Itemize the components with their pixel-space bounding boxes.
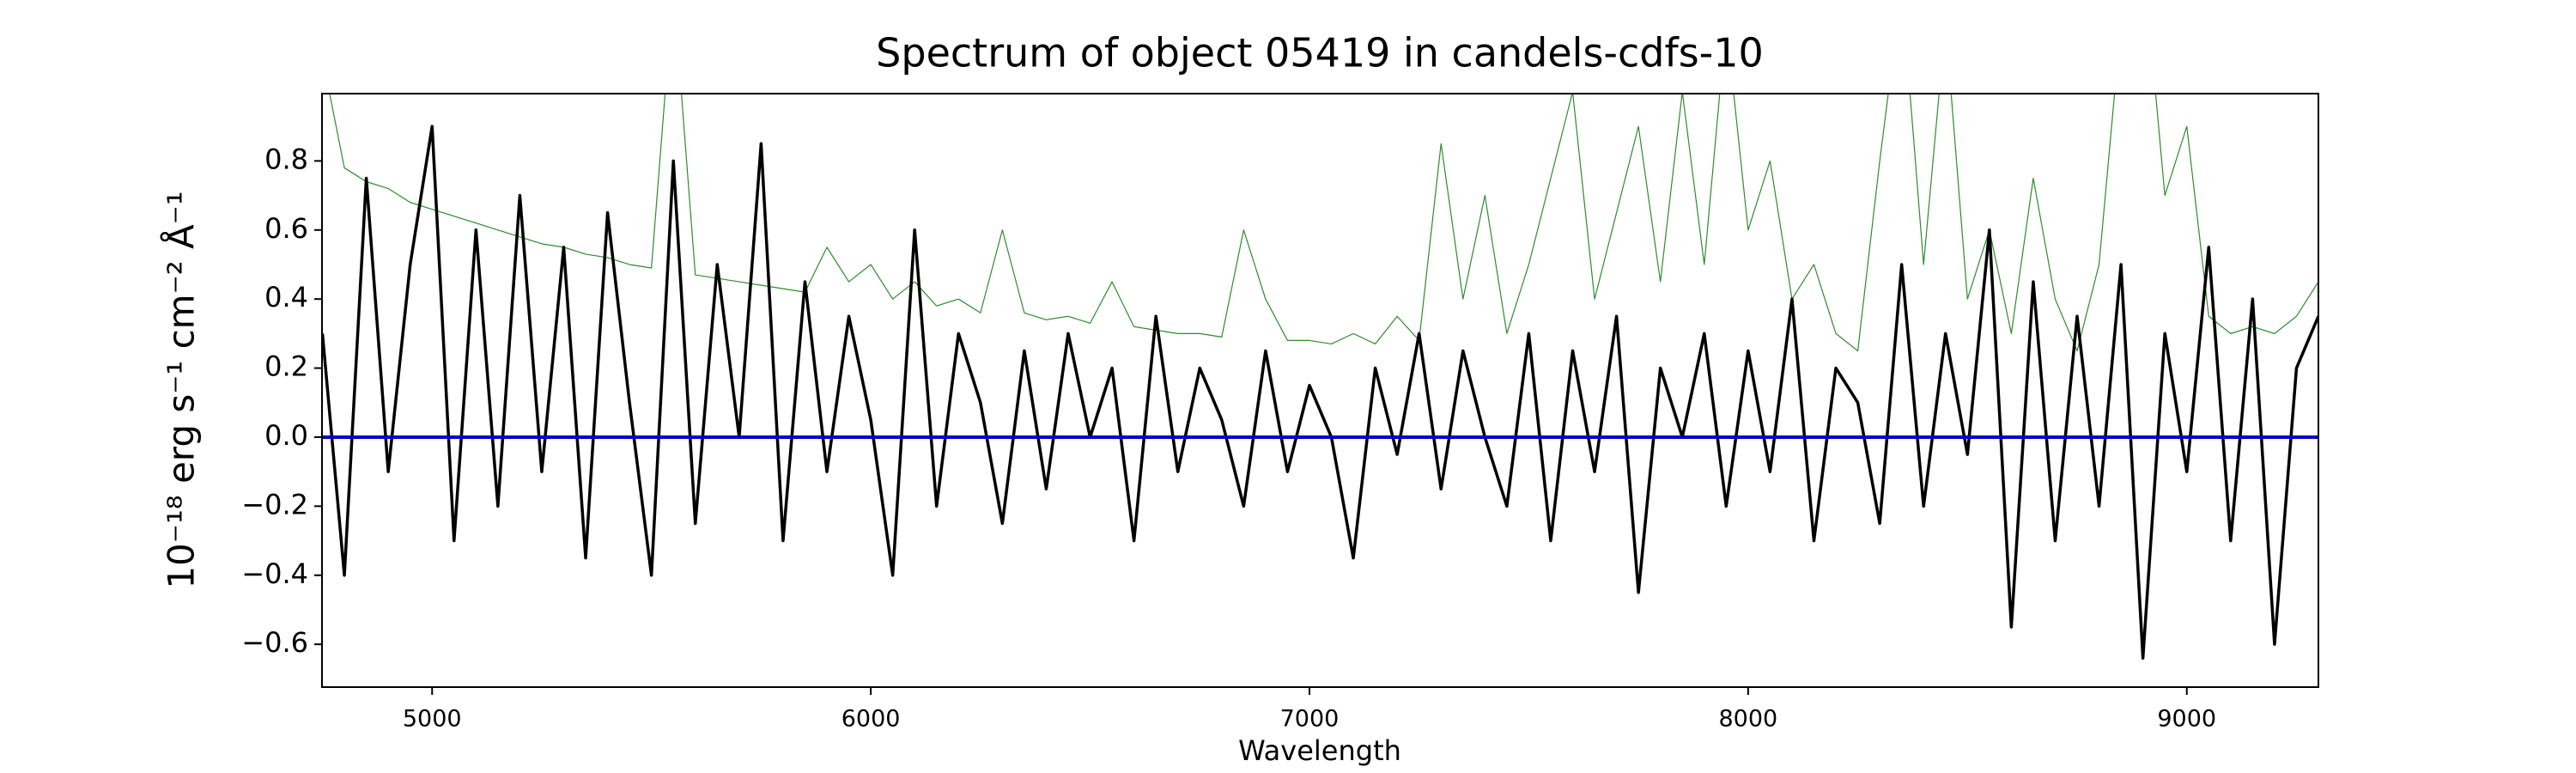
y-tick-label: 0.6 [264,212,308,245]
y-tick-label: −0.6 [241,626,308,659]
chart-title: Spectrum of object 05419 in candels-cdfs… [876,30,1764,76]
x-tick-label: 7000 [1280,706,1340,733]
x-tick-label: 6000 [841,706,901,733]
y-tick-label: 0.4 [264,281,308,313]
x-tick-label: 9000 [2157,706,2216,733]
y-axis-label: 10⁻¹⁸ erg s⁻¹ cm⁻² Å⁻¹ [160,191,203,588]
x-tick-label: 8000 [1719,706,1778,733]
x-axis-label: Wavelength [1238,734,1401,767]
y-tick-label: 0.8 [264,143,308,175]
y-tick-label: 0.2 [264,350,308,383]
series-line [329,94,2318,352]
series-line [322,125,2318,660]
plot-area [322,94,2318,660]
y-tick-label: 0.0 [264,419,308,452]
x-tick-label: 5000 [403,706,462,733]
plot-frame [321,93,2319,688]
y-tick-label: −0.2 [241,488,308,520]
y-tick-label: −0.4 [241,557,308,590]
